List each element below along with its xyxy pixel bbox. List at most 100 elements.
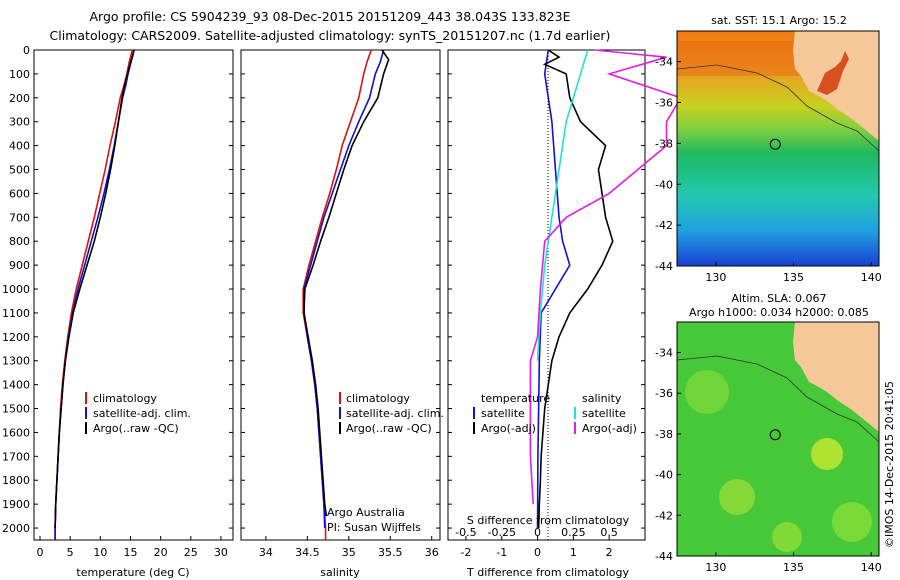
legend-climatology-label: climatology — [346, 392, 410, 405]
x-tick-label: 15 — [123, 546, 137, 559]
x-tick-label: 34.5 — [295, 546, 320, 559]
sla-map-subtitle: Argo h1000: 0.034 h2000: 0.085 — [689, 306, 869, 319]
x-tick-label: 0 — [534, 546, 541, 559]
title-line-2: Climatology: CARS2009. Satellite-adjuste… — [50, 28, 611, 43]
y-tick-label: 1200 — [2, 331, 30, 344]
x-tick-label: 1 — [570, 546, 577, 559]
map-y-tick-label: -44 — [655, 550, 673, 563]
t-difference-xlabel: T difference from climatology — [466, 566, 629, 579]
land-mass-peninsula — [817, 51, 849, 95]
map-x-tick-label: 130 — [705, 561, 726, 574]
top-x-tick-label: 0.25 — [561, 526, 586, 539]
bathymetry-contour — [677, 64, 879, 152]
map-x-tick-label: 140 — [861, 271, 882, 284]
salinity-xlabel: salinity — [320, 566, 360, 579]
map-y-tick-label: -38 — [655, 428, 673, 441]
map-y-tick-label: -34 — [655, 347, 673, 360]
x-tick-label: 30 — [214, 546, 228, 559]
imos-credit: ©IMOS 14-Dec-2015 20:41:05 — [883, 381, 896, 548]
sla-anomaly — [719, 479, 755, 515]
salinity-legend: climatology satellite-adj. clim. Argo(..… — [339, 392, 444, 435]
y-tick-label: 2000 — [2, 522, 30, 535]
title-line-1: Argo profile: CS 5904239_93 08-Dec-2015 … — [90, 9, 571, 24]
top-x-tick-label: -0.25 — [487, 526, 515, 539]
top-x-tick-label: 0.5 — [600, 526, 618, 539]
x-tick-label: 35.5 — [378, 546, 403, 559]
series-line-argo-adj- — [529, 49, 683, 505]
map-y-tick-label: -34 — [655, 56, 673, 69]
sla-map: Altim. SLA: 0.067 Argo h1000: 0.034 h200… — [655, 292, 882, 574]
x-tick-label: 20 — [154, 546, 168, 559]
map-y-tick-label: -42 — [655, 509, 673, 522]
sla-anomaly — [811, 438, 843, 470]
series-line-climatology — [54, 49, 134, 540]
sla-anomaly — [832, 502, 872, 542]
sst-map-title: sat. SST: 15.1 Argo: 15.2 — [711, 14, 847, 27]
s-difference-xlabel: S difference from climatology — [467, 514, 630, 527]
series-line-climatology — [302, 49, 372, 540]
land-mass — [793, 322, 879, 432]
map-y-tick-label: -40 — [655, 178, 673, 191]
x-tick-label: 10 — [93, 546, 107, 559]
legend-satellite-label: satellite-adj. clim. — [93, 407, 191, 420]
map-y-tick-label: -44 — [655, 260, 673, 273]
series-line-satellite-adj-clim- — [303, 49, 385, 529]
y-tick-label: 1500 — [2, 403, 30, 416]
series-line-argo-raw-qc- — [54, 49, 135, 529]
argo-location-marker — [769, 429, 781, 441]
argo-australia-annotation: Argo Australia — [327, 506, 405, 519]
y-tick-label: 1400 — [2, 379, 30, 392]
series-line-satellite — [536, 49, 571, 529]
y-tick-label: 900 — [9, 259, 30, 272]
y-tick-label: 100 — [9, 68, 30, 81]
x-tick-label: 36 — [425, 546, 439, 559]
difference-legend: temperature satellite Argo(-adj) salinit… — [473, 392, 637, 435]
bathymetry-contour — [677, 355, 879, 443]
map-x-tick-label: 135 — [783, 271, 804, 284]
pi-annotation: PI: Susan Wijffels — [327, 521, 421, 534]
series-line-satellite — [536, 49, 589, 361]
map-y-tick-label: -36 — [655, 97, 673, 110]
series-line-argo-adj- — [537, 49, 614, 529]
y-tick-label: 200 — [9, 92, 30, 105]
sla-anomaly — [685, 370, 729, 414]
y-tick-label: 300 — [9, 116, 30, 129]
y-tick-label: 0 — [23, 44, 30, 57]
top-x-tick-label: 0 — [534, 526, 541, 539]
x-tick-label: 25 — [184, 546, 198, 559]
legend-t-argo-label: Argo(-adj) — [481, 422, 536, 435]
sla-anomaly — [772, 522, 802, 552]
x-tick-label: 5 — [67, 546, 74, 559]
legend-satellite-label: satellite-adj. clim. — [346, 407, 444, 420]
sst-map-frame — [676, 30, 880, 267]
sst-map: sat. SST: 15.1 Argo: 15.2 — [655, 14, 882, 284]
temperature-axes-frame — [33, 49, 234, 541]
x-tick-label: 0 — [37, 546, 44, 559]
legend-climatology-label: climatology — [93, 392, 157, 405]
legend-argo-label: Argo(..raw -QC) — [93, 422, 179, 435]
x-tick-label: 2 — [606, 546, 613, 559]
temperature-legend: climatology satellite-adj. clim. Argo(..… — [85, 392, 191, 435]
map-y-tick-label: -42 — [655, 219, 673, 232]
map-y-tick-label: -40 — [655, 469, 673, 482]
x-tick-label: -1 — [496, 546, 507, 559]
y-tick-label: 500 — [9, 164, 30, 177]
temperature-xlabel: temperature (deg C) — [76, 566, 189, 579]
map-x-tick-label: 130 — [705, 271, 726, 284]
map-y-tick-label: -36 — [655, 387, 673, 400]
salinity-panel: 34 34.5 35 35.5 36 climatology satellite-adj… — [240, 49, 444, 579]
map-x-tick-label: 135 — [783, 561, 804, 574]
argo-location-marker — [769, 138, 781, 150]
x-tick-label: -2 — [460, 546, 471, 559]
legend-t-satellite-label: satellite — [481, 407, 525, 420]
y-tick-label: 1300 — [2, 355, 30, 368]
series-line-satellite-adj-clim- — [54, 49, 135, 540]
temperature-panel: 0 5 10 15 20 25 300100200300400500600700800900… — [2, 44, 234, 579]
y-tick-label: 1700 — [2, 450, 30, 463]
x-tick-label: 35 — [342, 546, 356, 559]
y-tick-label: 400 — [9, 140, 30, 153]
sla-map-frame — [676, 321, 880, 557]
legend-temperature-title: temperature — [481, 392, 550, 405]
legend-s-satellite-label: satellite — [582, 407, 626, 420]
